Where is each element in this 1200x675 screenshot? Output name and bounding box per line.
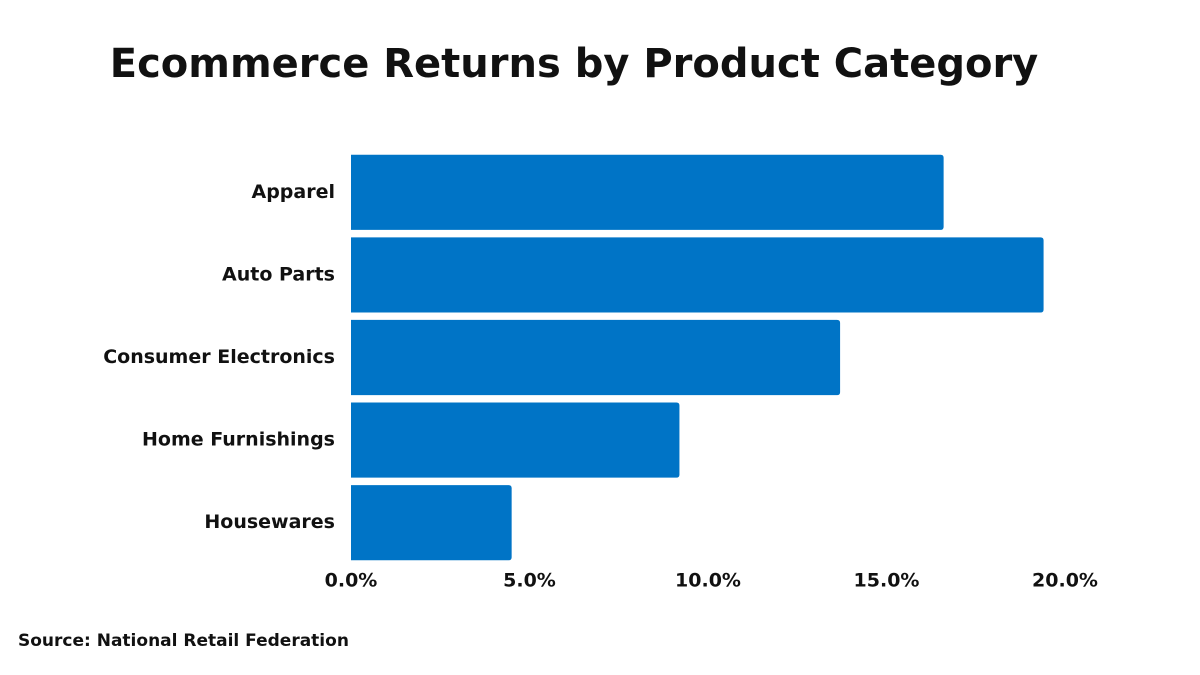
y-tick-label: Home Furnishings <box>142 429 335 451</box>
x-tick-label: 5.0% <box>503 570 556 592</box>
x-tick-label: 0.0% <box>325 570 378 592</box>
chart-title: Ecommerce Returns by Product Category <box>110 41 1039 87</box>
y-tick-label: Housewares <box>204 511 335 533</box>
y-tick-label: Apparel <box>252 181 336 203</box>
y-tick-label: Auto Parts <box>222 263 335 285</box>
x-tick-label: 10.0% <box>675 570 741 592</box>
y-tick-label: Consumer Electronics <box>103 346 335 368</box>
x-tick-label: 15.0% <box>854 570 920 592</box>
x-tick-label: 20.0% <box>1032 570 1098 592</box>
bar <box>351 402 680 478</box>
source-note: Source: National Retail Federation <box>18 631 349 651</box>
bar <box>351 485 512 561</box>
bar <box>351 237 1044 313</box>
bar <box>351 319 841 396</box>
bar <box>351 154 944 230</box>
